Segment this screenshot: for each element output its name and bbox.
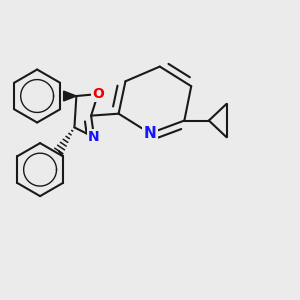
Text: N: N [88,130,100,144]
Text: O: O [92,87,104,101]
Text: N: N [144,126,156,141]
Polygon shape [64,91,76,101]
